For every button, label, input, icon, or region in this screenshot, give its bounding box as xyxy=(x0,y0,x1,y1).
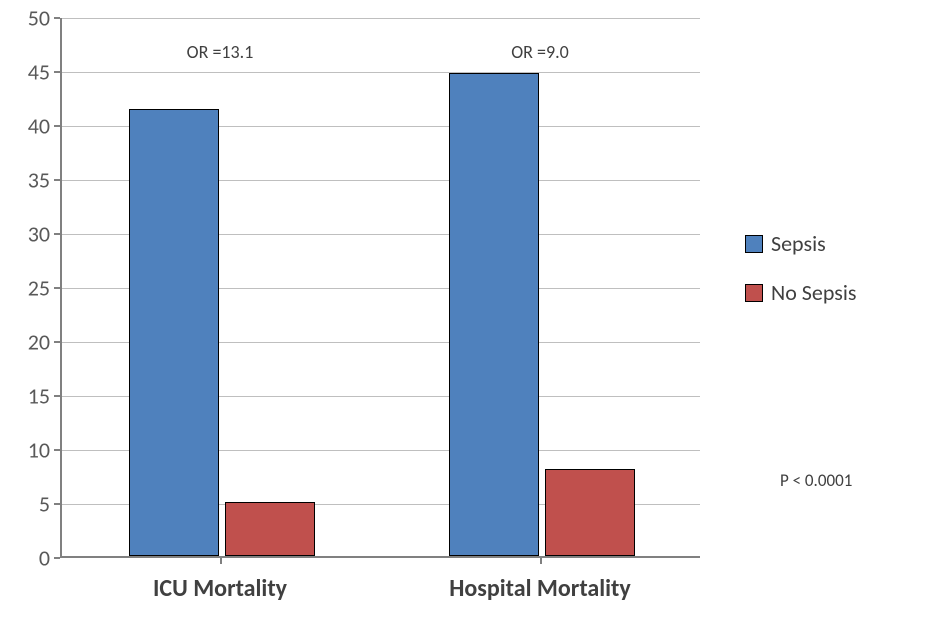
y-tick-label: 45 xyxy=(28,59,50,86)
y-tick xyxy=(54,71,60,73)
x-category-label: ICU Mortality xyxy=(153,574,287,603)
bar-sepsis xyxy=(129,109,219,556)
y-tick xyxy=(54,341,60,343)
x-tick xyxy=(540,558,542,564)
legend-swatch xyxy=(745,284,763,302)
legend-item: Sepsis xyxy=(745,230,857,257)
y-tick xyxy=(54,233,60,235)
y-tick-label: 10 xyxy=(28,437,50,464)
odds-ratio-label: OR =9.0 xyxy=(511,41,569,63)
mortality-bar-chart: Sepsis No Sepsis P < 0.0001 0 5 10 15 20 25 30 3… xyxy=(0,0,945,631)
y-tick xyxy=(54,125,60,127)
x-category-label: Hospital Mortality xyxy=(449,574,630,603)
y-tick-label: 30 xyxy=(28,221,50,248)
legend-item: No Sepsis xyxy=(745,279,857,306)
y-tick xyxy=(54,17,60,19)
y-tick-label: 35 xyxy=(28,167,50,194)
legend-label: No Sepsis xyxy=(771,279,857,306)
bar-sepsis xyxy=(449,73,539,556)
bar-no-sepsis xyxy=(225,502,315,556)
y-tick xyxy=(54,287,60,289)
y-tick xyxy=(54,449,60,451)
p-value-label: P < 0.0001 xyxy=(780,470,852,491)
legend-label: Sepsis xyxy=(771,230,826,257)
gridline xyxy=(62,18,700,19)
odds-ratio-label: OR =13.1 xyxy=(187,41,254,63)
y-tick-label: 5 xyxy=(39,491,50,518)
y-tick xyxy=(54,503,60,505)
y-tick-label: 25 xyxy=(28,275,50,302)
y-tick-label: 15 xyxy=(28,383,50,410)
y-tick xyxy=(54,179,60,181)
gridline xyxy=(62,72,700,73)
y-tick xyxy=(54,557,60,559)
plot-area xyxy=(60,18,700,558)
legend-swatch xyxy=(745,235,763,253)
y-tick-label: 0 xyxy=(39,545,50,572)
y-tick-label: 50 xyxy=(28,5,50,32)
y-tick xyxy=(54,395,60,397)
x-tick xyxy=(220,558,222,564)
y-tick-label: 20 xyxy=(28,329,50,356)
y-tick-label: 40 xyxy=(28,113,50,140)
bar-no-sepsis xyxy=(545,469,635,556)
legend: Sepsis No Sepsis xyxy=(745,230,857,328)
